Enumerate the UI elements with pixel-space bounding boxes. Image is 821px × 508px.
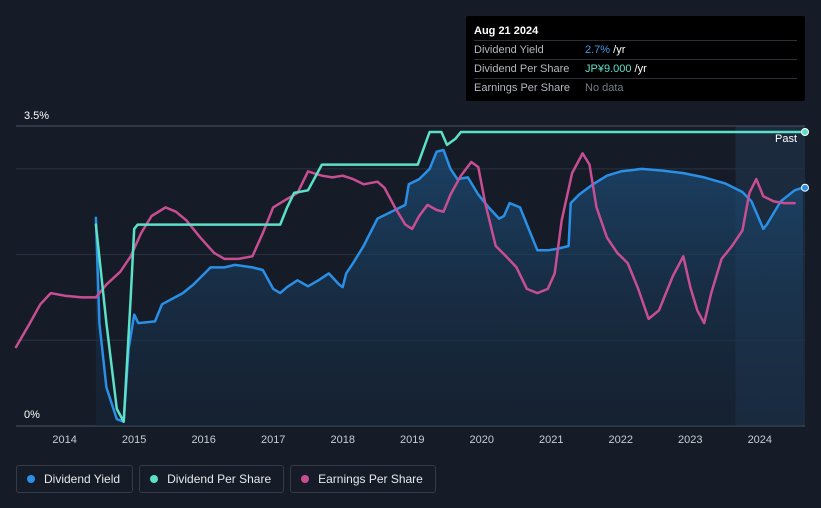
tooltip-value: JP¥9.000: [585, 63, 632, 75]
legend-item-earnings-per-share[interactable]: Earnings Per Share: [290, 465, 436, 493]
tooltip-row-eps: Earnings Per Share No data: [474, 78, 797, 97]
tooltip-unit: /yr: [610, 44, 626, 56]
legend-item-dividend-yield[interactable]: Dividend Yield: [16, 465, 134, 493]
past-label: Past: [775, 133, 797, 145]
series-end-marker-yield: [801, 183, 809, 192]
legend-label: Dividend Yield: [44, 472, 121, 486]
x-tick-label: 2016: [191, 434, 215, 446]
series-area-yield: [95, 150, 803, 426]
tooltip-label: Dividend Yield: [474, 44, 544, 56]
tooltip-row-dps: Dividend Per Share JP¥9.000 /yr: [474, 59, 797, 78]
legend-dot: [150, 475, 159, 483]
x-tick-label: 2020: [470, 434, 494, 446]
tooltip-value: 2.7%: [585, 44, 611, 56]
x-tick-label: 2017: [261, 434, 285, 446]
x-tick-label: 2019: [400, 434, 424, 446]
series-line-yield: [94, 148, 805, 423]
x-tick-label: 2018: [330, 434, 354, 446]
legend-dot: [27, 475, 35, 483]
x-tick-label: 2023: [678, 434, 702, 446]
x-tick-label: 2015: [122, 434, 146, 446]
tooltip-unit: /yr: [631, 63, 647, 75]
x-tick-label: 2021: [539, 434, 563, 446]
series-end-marker-dps: [801, 128, 809, 136]
y-tick-label: 0%: [24, 409, 40, 421]
series-line-eps: [14, 152, 796, 349]
tooltip-value: No data: [585, 82, 624, 94]
legend-label: Dividend Per Share: [167, 472, 272, 486]
series-line-dps: [94, 130, 805, 423]
y-tick-label: 3.5%: [24, 110, 49, 122]
tooltip-label: Earnings Per Share: [474, 82, 570, 94]
legend-item-dividend-per-share[interactable]: Dividend Per Share: [139, 465, 285, 493]
x-tick-label: 2022: [609, 434, 633, 446]
tooltip-label: Dividend Per Share: [474, 63, 570, 75]
legend-label: Earnings Per Share: [318, 472, 423, 486]
tooltip-date: Aug 21 2024: [474, 25, 539, 37]
tooltip-row-yield: Dividend Yield 2.7% /yr: [474, 40, 797, 59]
x-tick-label: 2024: [748, 434, 772, 446]
tooltip: Aug 21 2024 Dividend Yield 2.7% /yr Divi…: [466, 16, 805, 101]
legend: Dividend Yield Dividend Per Share Earnin…: [16, 465, 436, 493]
x-tick-label: 2014: [52, 434, 76, 446]
legend-dot: [301, 475, 310, 483]
